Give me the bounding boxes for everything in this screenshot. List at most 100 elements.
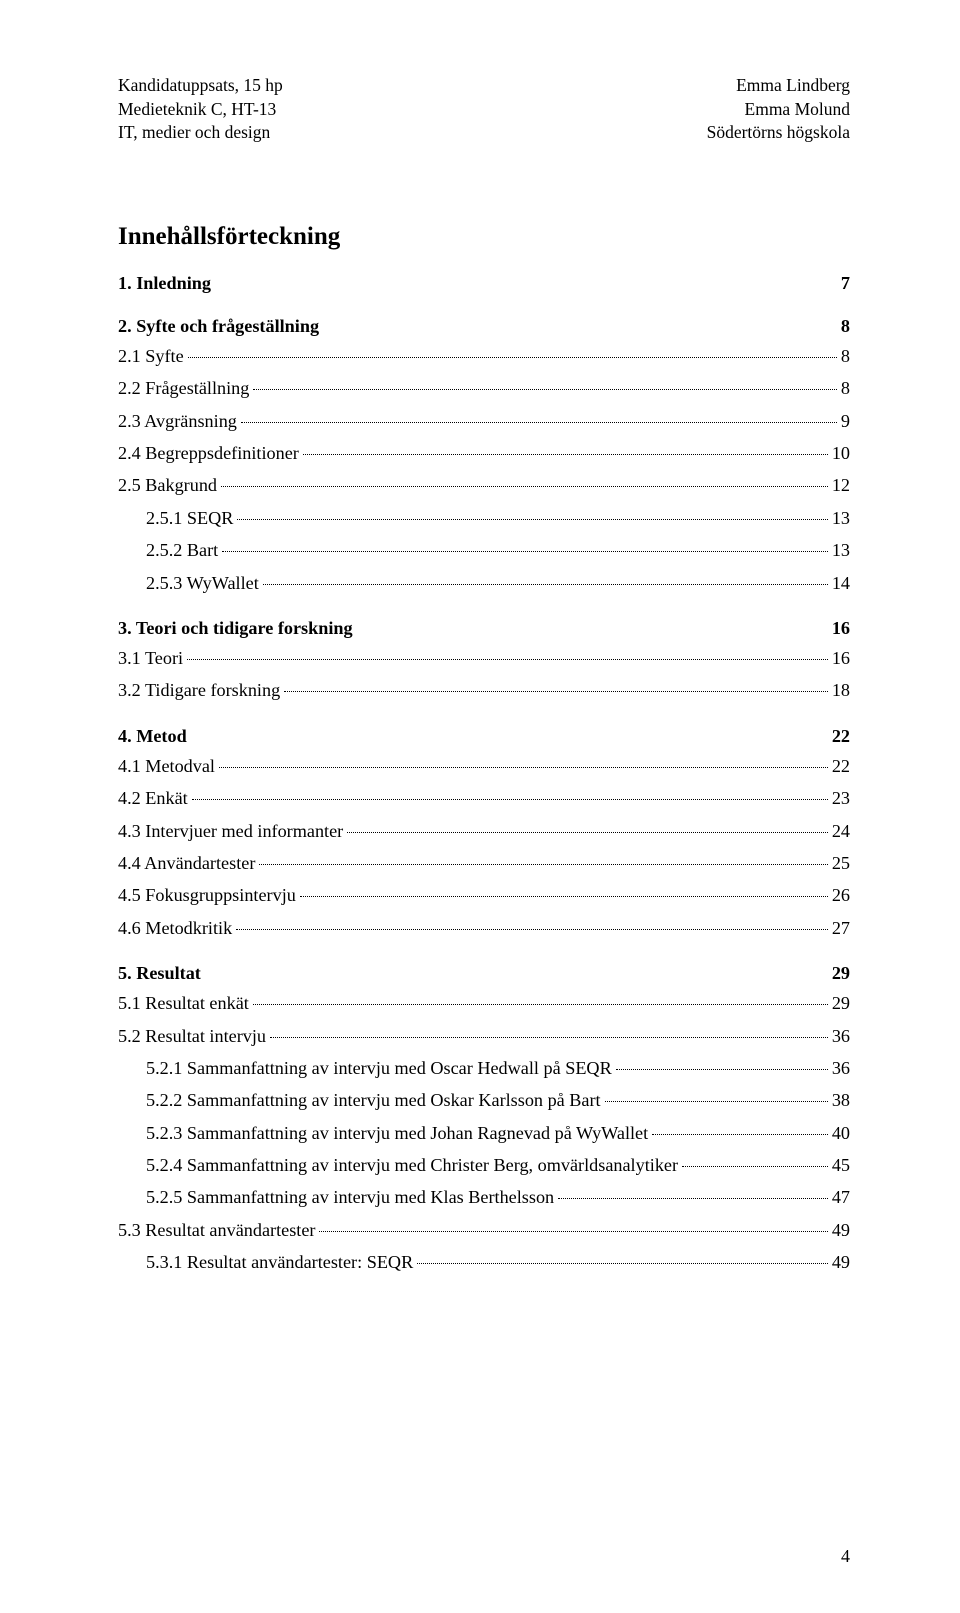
toc-leader xyxy=(682,1166,828,1167)
toc-section-label: 4. Metod xyxy=(118,726,187,747)
toc-section-page: 29 xyxy=(824,963,850,984)
toc-section-page: 8 xyxy=(833,316,850,337)
toc-entry: 2.5.3 WyWallet 14 xyxy=(146,570,850,596)
toc-entry: 2.5 Bakgrund 12 xyxy=(118,472,850,498)
toc-entry: 5.2 Resultat intervju 36 xyxy=(118,1023,850,1049)
toc-entry-label: 2.5.1 SEQR xyxy=(146,505,235,531)
toc-entry-page: 12 xyxy=(830,472,850,498)
toc-entry: 5.2.4 Sammanfattning av intervju med Chr… xyxy=(146,1152,850,1178)
header-right-line: Emma Lindberg xyxy=(707,74,850,98)
toc-leader xyxy=(605,1101,828,1102)
toc-entry-label: 4.3 Intervjuer med informanter xyxy=(118,818,345,844)
toc-entry: 4.5 Fokusgruppsintervju 26 xyxy=(118,882,850,908)
header-right-line: Emma Molund xyxy=(707,98,850,122)
page-number: 4 xyxy=(841,1546,850,1567)
toc-entry-page: 40 xyxy=(830,1120,850,1146)
toc-entry: 5.2.3 Sammanfattning av intervju med Joh… xyxy=(146,1120,850,1146)
header-left: Kandidatuppsats, 15 hp Medieteknik C, HT… xyxy=(118,74,283,145)
page-header: Kandidatuppsats, 15 hp Medieteknik C, HT… xyxy=(118,74,850,145)
toc-entry-page: 9 xyxy=(839,408,850,434)
toc-leader xyxy=(259,864,827,865)
toc-leader xyxy=(253,389,837,390)
toc-entry-label: 4.2 Enkät xyxy=(118,785,190,811)
toc-entry-page: 16 xyxy=(830,645,850,671)
toc-entry-page: 36 xyxy=(830,1055,850,1081)
toc-entry-label: 4.4 Användartester xyxy=(118,850,257,876)
toc-leader xyxy=(300,896,828,897)
toc-entry: 5.1 Resultat enkät 29 xyxy=(118,990,850,1016)
toc-entry: 5.2.1 Sammanfattning av intervju med Osc… xyxy=(146,1055,850,1081)
toc-entry: 2.3 Avgränsning9 xyxy=(118,408,850,434)
toc-entry: 5.2.5 Sammanfattning av intervju med Kla… xyxy=(146,1184,850,1210)
toc-entry-page: 29 xyxy=(830,990,850,1016)
toc-section-label: 2. Syfte och frågeställning xyxy=(118,316,319,337)
toc-entry: 2.2 Frågeställning 8 xyxy=(118,375,850,401)
toc-entry-page: 22 xyxy=(830,753,850,779)
toc-leader xyxy=(237,519,827,520)
toc-entry-label: 5.2.5 Sammanfattning av intervju med Kla… xyxy=(146,1184,556,1210)
toc-entry-label: 5.2.1 Sammanfattning av intervju med Osc… xyxy=(146,1055,614,1081)
toc-entry-label: 5.2 Resultat intervju xyxy=(118,1023,268,1049)
toc-entry: 2.1 Syfte 8 xyxy=(118,343,850,369)
toc-entry-page: 26 xyxy=(830,882,850,908)
toc-entry-page: 8 xyxy=(839,375,850,401)
toc-entry-label: 4.5 Fokusgruppsintervju xyxy=(118,882,298,908)
toc-entry: 2.5.1 SEQR 13 xyxy=(146,505,850,531)
header-left-line: Medieteknik C, HT-13 xyxy=(118,98,283,122)
toc-entry-page: 25 xyxy=(830,850,850,876)
toc-entry-page: 49 xyxy=(830,1217,850,1243)
toc-entry-label: 2.5.2 Bart xyxy=(146,537,220,563)
toc-entry: 2.5.2 Bart 13 xyxy=(146,537,850,563)
toc-leader xyxy=(558,1198,828,1199)
toc-section: 1. Inledning7 xyxy=(118,273,850,294)
toc-entry-label: 2.4 Begreppsdefinitioner xyxy=(118,440,301,466)
toc-entry: 3.2 Tidigare forskning18 xyxy=(118,677,850,703)
toc-leader xyxy=(270,1037,828,1038)
toc-entry: 4.2 Enkät 23 xyxy=(118,785,850,811)
toc-entry-page: 23 xyxy=(830,785,850,811)
page-title: Innehållsförteckning xyxy=(118,223,850,251)
toc-section: 2. Syfte och frågeställning 8 xyxy=(118,316,850,337)
toc-entry: 2.4 Begreppsdefinitioner 10 xyxy=(118,440,850,466)
toc-entry-label: 2.5 Bakgrund xyxy=(118,472,219,498)
toc-leader xyxy=(253,1004,828,1005)
toc-entry-page: 8 xyxy=(839,343,850,369)
toc-entry: 5.2.2 Sammanfattning av intervju med Osk… xyxy=(146,1087,850,1113)
toc-section-page: 22 xyxy=(824,726,850,747)
toc-leader xyxy=(221,486,828,487)
toc-entry-label: 5.1 Resultat enkät xyxy=(118,990,251,1016)
toc-entry: 4.4 Användartester 25 xyxy=(118,850,850,876)
toc-entry-page: 24 xyxy=(830,818,850,844)
toc-leader xyxy=(236,929,828,930)
toc-entry-page: 18 xyxy=(830,677,850,703)
toc-entry-page: 36 xyxy=(830,1023,850,1049)
toc-leader xyxy=(652,1134,828,1135)
toc-section-label: 3. Teori och tidigare forskning xyxy=(118,618,353,639)
header-left-line: IT, medier och design xyxy=(118,121,283,145)
toc-leader xyxy=(188,357,837,358)
toc-entry-page: 38 xyxy=(830,1087,850,1113)
toc-entry-page: 13 xyxy=(830,505,850,531)
toc-leader xyxy=(187,659,828,660)
toc-leader xyxy=(616,1069,828,1070)
toc-entry: 4.6 Metodkritik27 xyxy=(118,915,850,941)
toc-entry-page: 47 xyxy=(830,1184,850,1210)
toc-entry: 5.3 Resultat användartester49 xyxy=(118,1217,850,1243)
toc-entry-page: 45 xyxy=(830,1152,850,1178)
document-page: Kandidatuppsats, 15 hp Medieteknik C, HT… xyxy=(0,0,960,1613)
toc-entry: 3.1 Teori 16 xyxy=(118,645,850,671)
toc-section: 3. Teori och tidigare forskning16 xyxy=(118,618,850,639)
toc-leader xyxy=(319,1231,827,1232)
toc-entry-page: 13 xyxy=(830,537,850,563)
toc-entry-label: 2.5.3 WyWallet xyxy=(146,570,261,596)
toc-section: 5. Resultat 29 xyxy=(118,963,850,984)
toc-leader xyxy=(222,551,828,552)
toc-section-label: 5. Resultat xyxy=(118,963,201,984)
toc-entry-page: 14 xyxy=(830,570,850,596)
toc-entry-label: 5.2.4 Sammanfattning av intervju med Chr… xyxy=(146,1152,680,1178)
toc-entry-label: 3.1 Teori xyxy=(118,645,185,671)
toc-entry-label: 2.1 Syfte xyxy=(118,343,186,369)
toc-leader xyxy=(303,454,828,455)
toc-entry-label: 2.2 Frågeställning xyxy=(118,375,251,401)
toc-entry-page: 10 xyxy=(830,440,850,466)
